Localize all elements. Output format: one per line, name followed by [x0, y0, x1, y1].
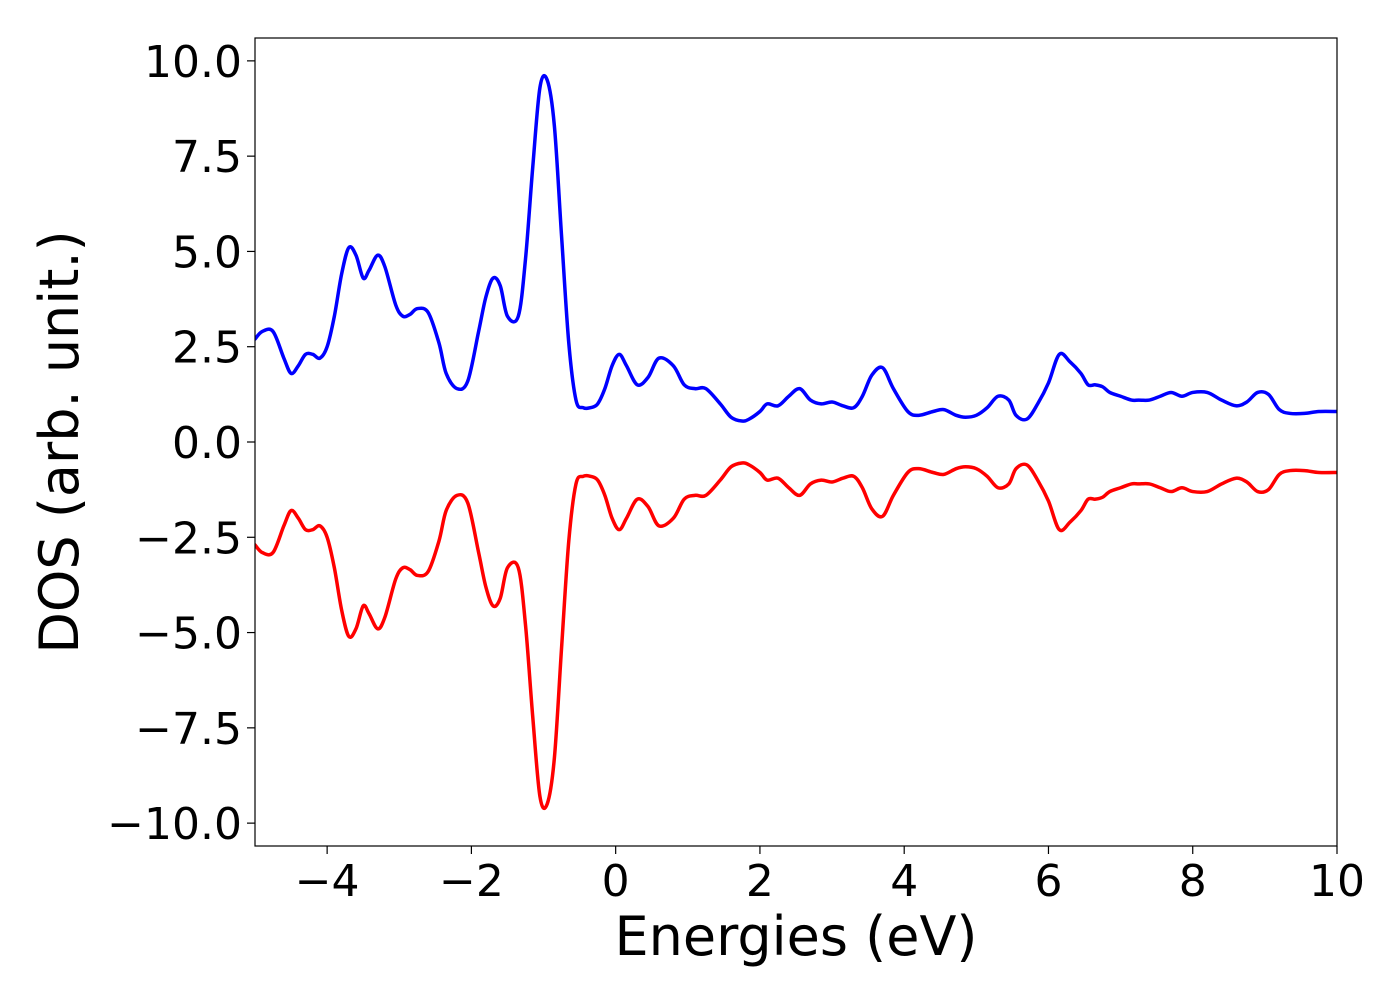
x-tick-label: −4 — [295, 856, 360, 907]
x-tick-label: 2 — [746, 856, 774, 907]
axis-ticks: −4 −2 0 2 4 6 8 10 10.0 7.5 5.0 2.5 0.0 −2.5 −5.0 −7.5 −… — [107, 37, 1365, 907]
x-tick-label: 10 — [1309, 856, 1365, 907]
y-tick-label: −10.0 — [107, 799, 242, 850]
y-tick-label: 5.0 — [172, 227, 242, 278]
x-tick-label: 0 — [602, 856, 630, 907]
y-tick-label: 7.5 — [172, 132, 242, 183]
y-axis-label: DOS (arb. unit.) — [28, 230, 91, 653]
y-tick-label: 0.0 — [172, 418, 242, 469]
plot-area — [255, 73, 1337, 811]
x-tick-label: 4 — [890, 856, 918, 907]
series-line-spin-up — [255, 73, 1337, 423]
y-tick-label: −2.5 — [135, 513, 242, 564]
x-axis-label: Energies (eV) — [615, 905, 978, 968]
plot-frame — [254, 37, 1338, 847]
y-tick-label: 2.5 — [172, 323, 242, 374]
x-tick-label: 6 — [1034, 856, 1062, 907]
x-tick-label: −2 — [439, 856, 504, 907]
x-tick-label: 8 — [1179, 856, 1207, 907]
y-tick-label: −5.0 — [135, 609, 242, 660]
y-tick-label: −7.5 — [135, 704, 242, 755]
y-tick-label: 10.0 — [144, 37, 242, 88]
series-line-spin-down — [255, 461, 1337, 811]
